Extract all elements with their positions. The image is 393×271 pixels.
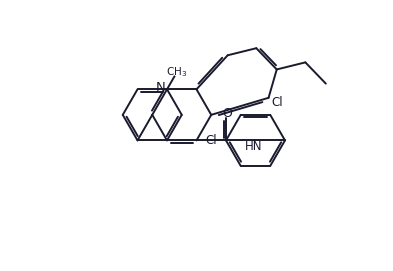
Text: Cl: Cl [206, 134, 217, 147]
Text: HN: HN [245, 140, 263, 153]
Text: N: N [156, 81, 165, 94]
Text: CH$_3$: CH$_3$ [166, 65, 187, 79]
Text: O: O [222, 107, 232, 120]
Text: Cl: Cl [272, 96, 283, 109]
